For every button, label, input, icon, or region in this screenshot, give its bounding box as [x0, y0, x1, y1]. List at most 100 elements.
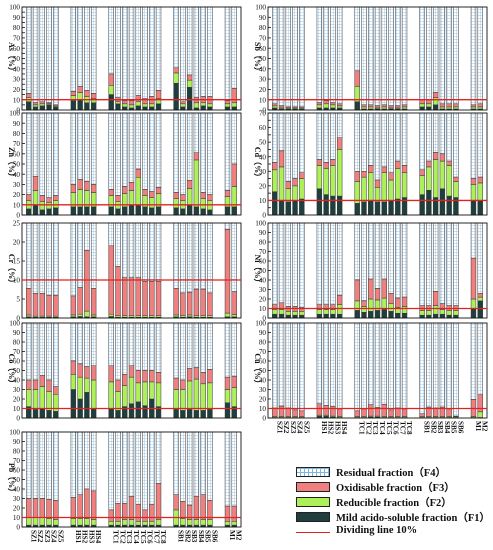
y-tick-label: 30 [13, 181, 21, 189]
seg-residual [109, 113, 114, 190]
seg-residual [232, 113, 237, 164]
seg-residual [47, 113, 52, 198]
seg-oxidisable [317, 160, 322, 166]
legend-item-residual: Residual fraction（F4） [296, 466, 486, 478]
seg-residual [116, 7, 121, 98]
seg-residual [91, 113, 96, 184]
bar-zn-sb6 [207, 113, 212, 215]
bar-cr-tc3 [122, 223, 127, 318]
seg-residual [440, 7, 445, 104]
seg-oxidisable [225, 506, 230, 521]
bar-pb-sz4 [47, 432, 52, 527]
y-tick-label: 30 [13, 495, 21, 503]
legend-swatch-mild-acido-soluble [296, 512, 330, 522]
seg-oxidisable [116, 266, 121, 315]
seg-reducible [330, 105, 335, 108]
seg-oxidisable [207, 370, 212, 383]
seg-mild-acido-soluble [337, 314, 342, 318]
y-tick-label: 90 [13, 438, 21, 446]
bar-cr-tc7 [149, 223, 154, 318]
x-tick-label: M2 [235, 530, 243, 541]
y-tick-label: 100 [255, 320, 266, 328]
seg-residual [471, 323, 476, 399]
seg-reducible [78, 92, 83, 99]
bar-pb-sz1 [26, 432, 31, 527]
x-tick-label: TC8 [159, 530, 167, 544]
seg-residual [225, 113, 230, 191]
seg-mild-acido-soluble [433, 314, 438, 318]
seg-oxidisable [187, 180, 192, 188]
seg-mild-acido-soluble [207, 409, 212, 418]
seg-mild-acido-soluble [174, 83, 179, 110]
y-tick-label: 80 [259, 24, 267, 32]
bar-cr-tc5 [136, 223, 141, 318]
seg-oxidisable [84, 90, 89, 96]
seg-reducible [187, 80, 192, 87]
y-tick-label: 90 [259, 229, 267, 237]
seg-mild-acido-soluble [368, 200, 373, 215]
bar-pb-sb1 [174, 432, 179, 527]
bar-cu-tc3 [368, 323, 373, 418]
seg-oxidisable [201, 495, 206, 520]
y-tick-label: 80 [13, 24, 21, 32]
bar-as-tc7 [149, 7, 154, 110]
seg-oxidisable [402, 165, 407, 172]
seg-residual [382, 323, 387, 404]
y-tick-label: 100 [9, 110, 20, 118]
bar-cu-tc6 [389, 323, 394, 418]
seg-oxidisable [40, 293, 45, 316]
seg-oxidisable [194, 289, 199, 316]
bar-cr-sb3 [187, 223, 192, 318]
seg-residual [71, 223, 76, 296]
seg-reducible [122, 519, 127, 525]
bar-co-sz3 [40, 323, 45, 418]
seg-mild-acido-soluble [207, 210, 212, 215]
bar-cr-tc1 [109, 223, 114, 318]
seg-oxidisable [53, 500, 58, 519]
seg-reducible [382, 107, 387, 109]
seg-oxidisable [122, 278, 127, 316]
seg-oxidisable [368, 165, 373, 172]
seg-oxidisable [286, 408, 291, 417]
seg-residual [40, 7, 45, 102]
seg-oxidisable [84, 250, 89, 311]
seg-mild-acido-soluble [426, 190, 431, 215]
seg-reducible [478, 183, 483, 200]
seg-residual [84, 323, 89, 367]
seg-residual [78, 7, 83, 86]
seg-residual [156, 323, 161, 372]
bar-pb-hs3 [84, 432, 89, 527]
bar-cd-sz2 [279, 113, 284, 215]
bar-as-hs1 [71, 7, 76, 110]
bar-ni-sb5 [447, 223, 452, 318]
seg-residual [33, 223, 38, 293]
seg-residual [47, 223, 52, 295]
y-tick-label: 0 [262, 415, 266, 423]
bar-cu-sz1 [272, 323, 277, 418]
legend-swatch-reducible [296, 497, 330, 507]
bar-as-hs2 [78, 7, 83, 110]
bar-pb-sz2 [33, 432, 38, 527]
bar-ni-tc8 [402, 223, 407, 318]
seg-residual [143, 432, 148, 510]
seg-mild-acido-soluble [26, 209, 31, 215]
seg-mild-acido-soluble [317, 314, 322, 318]
seg-oxidisable [187, 292, 192, 315]
seg-oxidisable [225, 229, 230, 313]
seg-reducible [143, 104, 148, 107]
seg-residual [149, 7, 154, 97]
seg-residual [40, 113, 45, 196]
bar-co-tc2 [116, 323, 121, 418]
bar-cd-sb1 [420, 113, 425, 215]
panel-cd: 010203040506070Cd（%） [253, 110, 487, 220]
seg-oxidisable [78, 288, 83, 315]
bar-pb-sb5 [201, 432, 206, 527]
x-tick-label: HS4 [340, 421, 348, 435]
seg-oxidisable [109, 74, 114, 85]
seg-oxidisable [53, 105, 58, 106]
seg-oxidisable [26, 288, 31, 315]
seg-residual [136, 323, 141, 371]
seg-oxidisable [355, 71, 360, 86]
bar-as-hs3 [84, 7, 89, 110]
seg-mild-acido-soluble [447, 196, 452, 215]
